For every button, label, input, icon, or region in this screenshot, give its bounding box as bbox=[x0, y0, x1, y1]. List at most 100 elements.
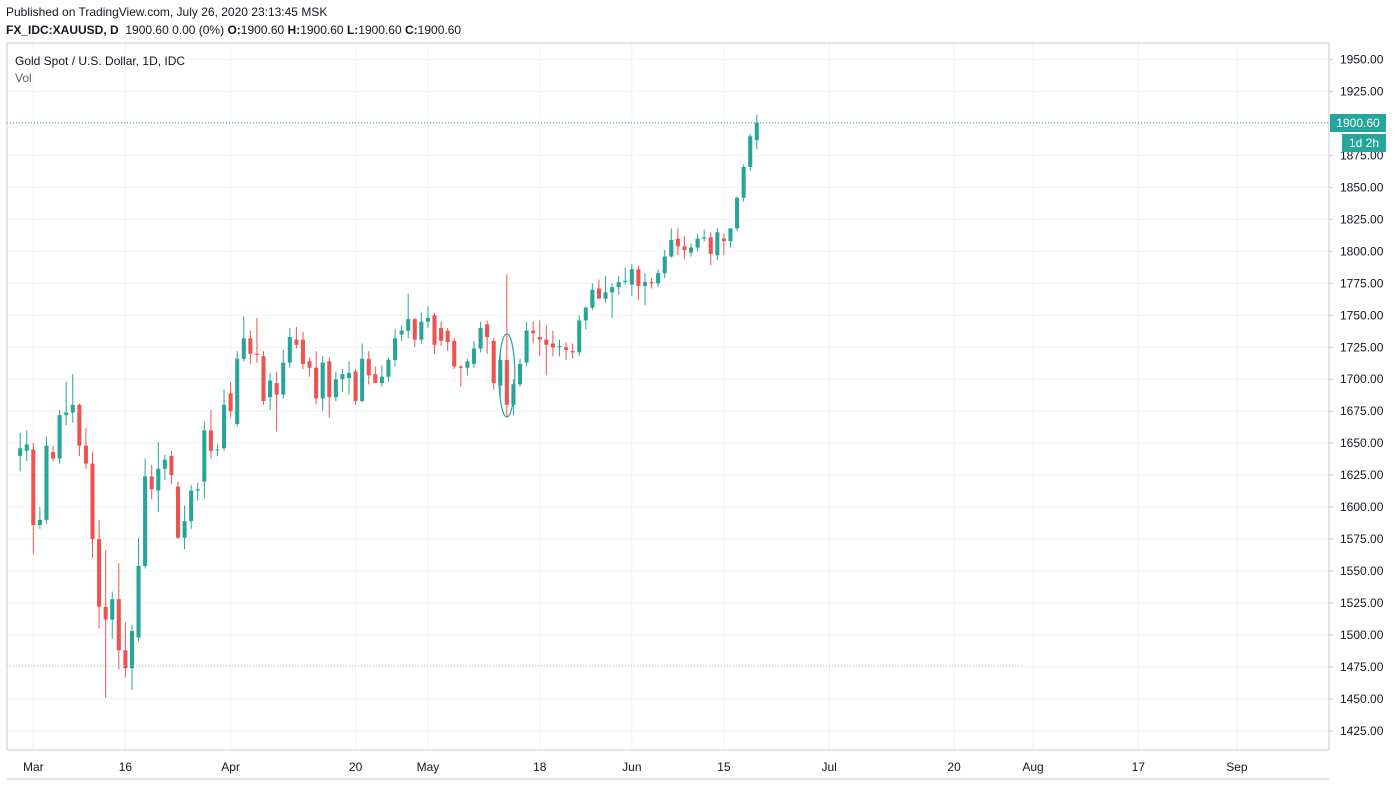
candles bbox=[18, 114, 759, 698]
low-label: L: bbox=[346, 23, 359, 37]
overlay bbox=[7, 122, 1329, 667]
candle-body bbox=[110, 599, 115, 620]
candle-body bbox=[669, 239, 674, 257]
change-value: 1900.60 0.00 (0%) bbox=[125, 23, 225, 37]
candle-body bbox=[682, 246, 687, 251]
candle-body bbox=[419, 321, 424, 340]
high-value: 1900.60 bbox=[300, 23, 344, 37]
y-tick-label: 1425.00 bbox=[1340, 724, 1384, 738]
candle-body bbox=[531, 330, 536, 334]
candle-body bbox=[537, 337, 542, 340]
y-tick-label: 1575.00 bbox=[1340, 532, 1384, 546]
x-tick-label: Jun bbox=[622, 760, 641, 774]
candle-body bbox=[675, 238, 680, 247]
candle-body bbox=[294, 339, 299, 345]
candle-body bbox=[544, 339, 549, 345]
candle-body bbox=[623, 280, 628, 283]
open-label: O: bbox=[227, 23, 241, 37]
candle-body bbox=[452, 340, 457, 367]
candle-body bbox=[44, 445, 49, 520]
candle-body bbox=[123, 650, 128, 669]
candle-body bbox=[182, 521, 187, 538]
candle-body bbox=[77, 404, 82, 446]
y-tick-label: 1750.00 bbox=[1340, 308, 1384, 322]
candle-body bbox=[70, 404, 75, 413]
candle-body bbox=[432, 315, 437, 345]
candle-body bbox=[215, 449, 220, 451]
candle-body bbox=[728, 228, 733, 242]
candle-body bbox=[550, 343, 555, 348]
y-tick-label: 1825.00 bbox=[1340, 212, 1384, 226]
candle-body bbox=[596, 288, 601, 299]
candle-body bbox=[18, 448, 23, 456]
candle-body bbox=[162, 459, 167, 469]
x-tick-label: 17 bbox=[1132, 760, 1146, 774]
y-tick-label: 1925.00 bbox=[1340, 85, 1384, 99]
candle-body bbox=[346, 372, 352, 378]
candle-body bbox=[307, 361, 312, 368]
highlight-ellipse bbox=[498, 333, 516, 418]
candle-body bbox=[327, 361, 332, 398]
candle-body bbox=[353, 371, 358, 401]
candle-body bbox=[248, 338, 253, 354]
y-tick-label: 1600.00 bbox=[1340, 500, 1384, 514]
candle-body bbox=[577, 320, 582, 353]
volume-legend[interactable]: Vol bbox=[15, 71, 32, 85]
candle-body bbox=[103, 606, 108, 620]
last-price-label: 1900.60 1d 2h bbox=[1330, 114, 1386, 152]
series-title[interactable]: Gold Spot / U.S. Dollar, 1D, IDC bbox=[15, 54, 186, 68]
candle-body bbox=[90, 463, 95, 540]
candle-body bbox=[386, 360, 391, 377]
time-axis[interactable]: Mar 16 Apr 20 May 18 Jun 15 Jul 20 Aug 17 Sep bbox=[23, 760, 1248, 774]
candle-body bbox=[195, 489, 200, 491]
open-value: 1900.60 bbox=[240, 23, 285, 37]
symbol-label[interactable]: FX_IDC:XAUUSD, D bbox=[6, 23, 119, 37]
candle-body bbox=[517, 363, 523, 385]
candle-body bbox=[149, 476, 154, 490]
candle-body bbox=[695, 238, 700, 248]
candle-body bbox=[702, 237, 707, 239]
y-tick-label: 1950.00 bbox=[1340, 53, 1384, 67]
y-tick-label: 1700.00 bbox=[1340, 372, 1384, 386]
candle-body bbox=[616, 282, 621, 288]
x-tick-label: 18 bbox=[533, 760, 547, 774]
low-value: 1900.60 bbox=[358, 23, 402, 37]
y-tick-label: 1525.00 bbox=[1340, 596, 1384, 610]
candle-body bbox=[189, 490, 194, 522]
candle-body bbox=[458, 366, 463, 368]
candle-body bbox=[557, 346, 562, 348]
plot-border bbox=[6, 42, 1330, 751]
candle-body bbox=[688, 247, 694, 253]
y-tick-label: 1775.00 bbox=[1340, 276, 1384, 290]
x-tick-label: 20 bbox=[349, 760, 363, 774]
candle-body bbox=[268, 380, 273, 398]
candle-body bbox=[583, 307, 588, 321]
candle-body bbox=[491, 340, 496, 384]
ohlc-bar: FX_IDC:XAUUSD, D 1900.60 0.00 (0%) O:190… bbox=[6, 23, 461, 37]
x-tick-label: May bbox=[417, 760, 440, 774]
candle-body bbox=[754, 122, 759, 141]
y-tick-label: 1875.00 bbox=[1340, 149, 1384, 163]
grid bbox=[7, 43, 1329, 750]
countdown-text: 1d 2h bbox=[1349, 136, 1379, 150]
candle-body bbox=[287, 337, 292, 363]
candle-body bbox=[629, 269, 634, 285]
x-tick-label: Jul bbox=[821, 760, 836, 774]
x-tick-label: Aug bbox=[1022, 760, 1043, 774]
candle-body bbox=[485, 324, 490, 338]
candle-body bbox=[603, 292, 608, 299]
candle-body bbox=[64, 412, 69, 416]
candle-body bbox=[379, 376, 384, 384]
y-tick-label: 1625.00 bbox=[1340, 468, 1384, 482]
candle-body bbox=[97, 539, 102, 607]
candle-body bbox=[373, 374, 378, 384]
candle-body bbox=[31, 449, 36, 525]
candle-body bbox=[590, 289, 595, 308]
candle-body bbox=[300, 339, 306, 364]
candle-body bbox=[656, 273, 661, 284]
y-tick-label: 1800.00 bbox=[1340, 244, 1384, 258]
candle-body bbox=[425, 317, 430, 322]
published-info: Published on TradingView.com, July 26, 2… bbox=[6, 5, 328, 19]
price-axis[interactable]: 1425.00 1450.00 1475.00 1500.00 1525.00 1550.… bbox=[1329, 53, 1384, 738]
